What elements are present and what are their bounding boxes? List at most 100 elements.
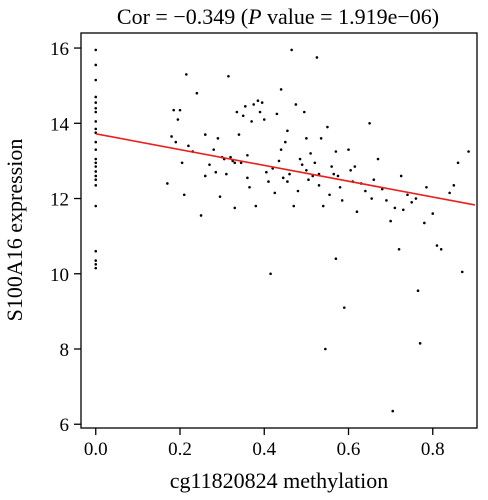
data-point	[94, 140, 98, 144]
data-point	[237, 133, 241, 136]
data-point	[300, 163, 304, 166]
data-point	[265, 170, 268, 174]
data-point	[229, 155, 232, 159]
data-point	[364, 189, 367, 193]
data-point	[401, 208, 405, 212]
data-point	[309, 152, 312, 155]
data-point	[269, 272, 272, 276]
data-point	[94, 63, 98, 67]
data-point	[246, 153, 249, 157]
data-point	[406, 193, 409, 197]
x-axis: 0.0 0.2 0.4 0.6 0.8	[84, 428, 445, 460]
data-point	[349, 169, 352, 172]
data-point	[216, 137, 220, 140]
data-point	[288, 172, 291, 176]
data-point	[355, 210, 359, 213]
data-point	[212, 148, 216, 151]
data-point	[385, 199, 388, 202]
data-point	[94, 78, 98, 82]
data-point	[277, 159, 281, 163]
data-point	[241, 114, 245, 118]
data-point	[94, 161, 98, 165]
data-point	[94, 127, 98, 131]
data-point	[414, 197, 418, 200]
data-point	[273, 191, 277, 195]
data-point	[258, 110, 262, 114]
data-point	[166, 182, 169, 185]
data-point	[340, 199, 344, 202]
y-tick-label: 10	[50, 265, 69, 286]
data-point	[336, 174, 340, 178]
data-point	[233, 161, 237, 165]
data-point	[294, 103, 298, 106]
data-point	[214, 170, 218, 174]
data-point	[260, 101, 264, 104]
data-point	[94, 110, 98, 114]
data-point	[243, 105, 247, 108]
data-point	[431, 212, 435, 215]
data-point	[94, 120, 98, 123]
data-point	[94, 106, 98, 110]
data-point	[321, 204, 325, 208]
data-point	[94, 204, 98, 208]
data-point	[286, 180, 289, 183]
data-point	[94, 249, 98, 253]
data-point	[235, 110, 239, 114]
data-point	[252, 103, 256, 106]
data-point	[416, 289, 420, 292]
data-point	[393, 206, 397, 210]
data-point	[313, 161, 317, 165]
data-point	[305, 169, 308, 172]
data-point	[199, 214, 203, 217]
data-point	[302, 110, 306, 114]
data-point	[391, 409, 395, 413]
y-tick-label: 16	[50, 39, 69, 60]
data-point	[435, 244, 439, 247]
data-point	[317, 184, 321, 187]
data-point	[267, 180, 270, 183]
y-tick-label: 12	[50, 190, 69, 211]
data-point	[376, 157, 380, 161]
x-tick-label: 0.8	[421, 439, 445, 460]
data-point	[467, 150, 470, 153]
data-point	[250, 120, 253, 123]
x-tick-label: 0.4	[252, 439, 276, 460]
data-point	[334, 150, 338, 153]
data-point	[296, 189, 300, 193]
chart-title-prefix: Cor = −0.349 (	[117, 4, 248, 29]
data-point	[178, 108, 182, 112]
data-point	[254, 204, 258, 208]
data-point	[456, 161, 460, 165]
data-point	[334, 257, 338, 261]
y-axis: 6 8 10 12 14 16	[50, 39, 81, 436]
data-points	[94, 48, 470, 413]
y-axis-label: S100A16 expression	[2, 139, 27, 322]
data-point	[185, 73, 188, 76]
data-point	[94, 266, 98, 270]
data-point	[208, 163, 211, 166]
data-point	[174, 140, 178, 144]
data-point	[94, 148, 98, 151]
data-point	[180, 161, 184, 165]
data-point	[279, 148, 283, 151]
data-point	[94, 101, 98, 104]
data-point	[372, 178, 376, 182]
data-point	[195, 91, 199, 95]
chart-title-p: P	[247, 4, 261, 29]
data-point	[298, 157, 302, 161]
data-point	[187, 144, 190, 148]
x-tick-label: 0.2	[168, 439, 192, 460]
x-tick-label: 0.0	[84, 439, 108, 460]
data-point	[307, 178, 310, 182]
data-point	[315, 56, 319, 59]
data-point	[324, 347, 327, 351]
data-point	[176, 118, 180, 121]
y-tick-label: 6	[60, 415, 70, 436]
data-point	[203, 133, 207, 136]
data-point	[170, 135, 173, 138]
data-point	[319, 137, 323, 140]
data-point	[94, 178, 98, 182]
data-point	[246, 176, 249, 180]
data-point	[233, 206, 237, 210]
data-point	[172, 108, 175, 112]
